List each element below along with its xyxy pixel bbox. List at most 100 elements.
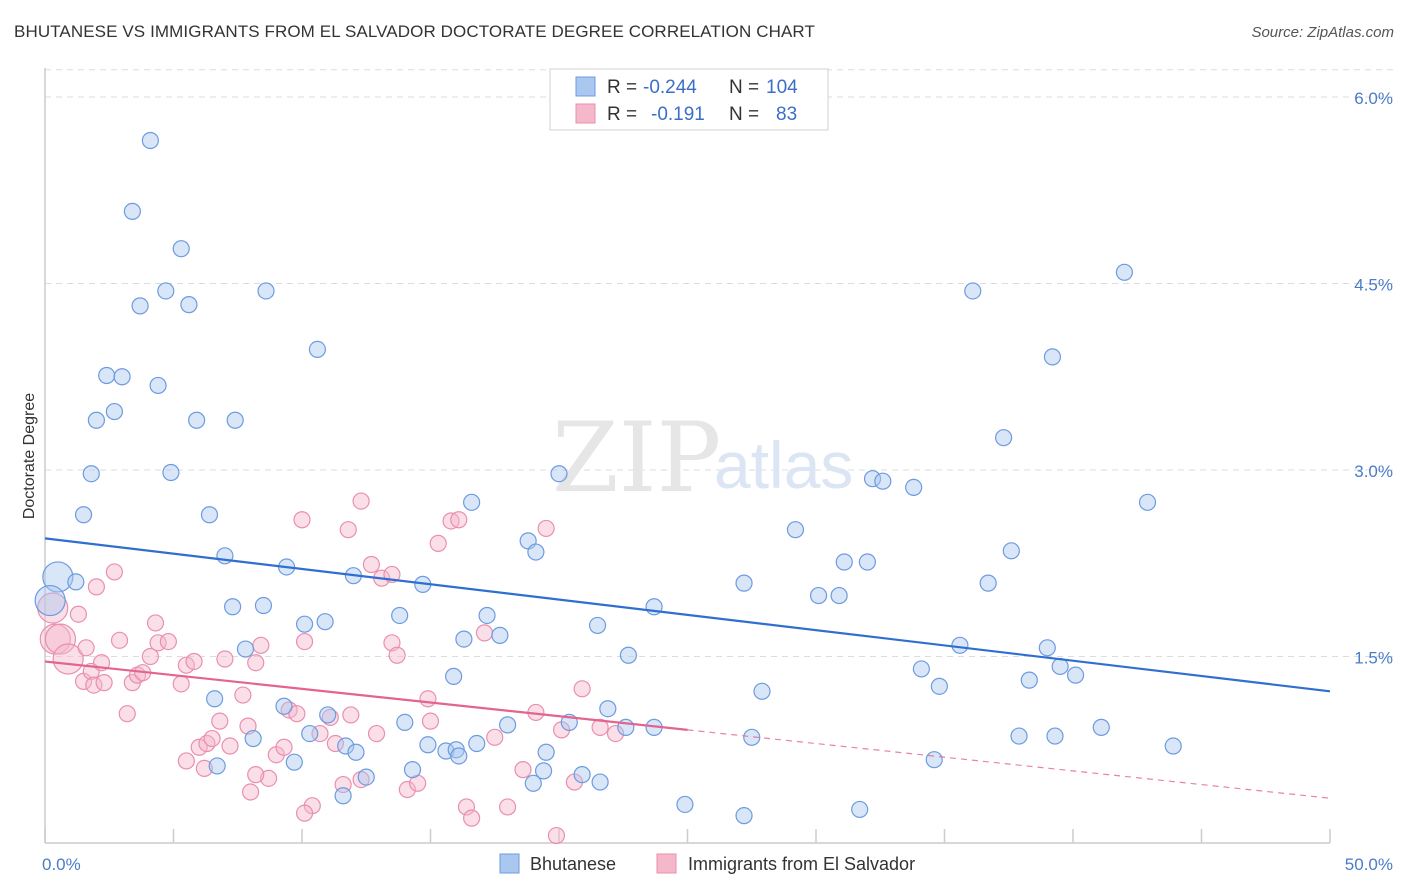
el-salvador-trend-line: [44, 660, 688, 731]
bhutanese-point-96: [1066, 666, 1085, 684]
bhutanese-point-17: [74, 506, 93, 524]
bhutanese-point-49: [236, 640, 255, 658]
el-salvador-point-75: [293, 511, 311, 529]
legend-r-value-2: -0.191: [651, 104, 705, 125]
el-salvador-point-38: [288, 705, 306, 723]
bhutanese-point-52: [301, 724, 319, 743]
bhutanese-point-94: [1038, 639, 1056, 657]
el-salvador-point-17: [141, 647, 159, 666]
el-salvador-point-33: [252, 636, 270, 654]
legend-n-label-2: N =: [729, 104, 759, 125]
el-salvador-point-21: [172, 675, 190, 693]
bhutanese-point-73: [357, 768, 375, 786]
el-salvador-trend-extension: [687, 729, 1331, 799]
bhutanese-point-0: [141, 131, 159, 150]
el-salvador-point-26: [203, 729, 221, 748]
legend-r-value-1: -0.244: [643, 77, 697, 98]
watermark-zip: ZIP: [552, 402, 721, 514]
bhutanese-point-7: [308, 340, 327, 358]
watermark-atlas: atlas: [714, 428, 853, 502]
bhutanese-point-88: [964, 282, 982, 300]
bhutanese-point-87: [951, 636, 969, 654]
bhutanese-point-54: [396, 713, 414, 731]
el-salvador-point-34: [259, 769, 278, 787]
bhutanese-point-63: [524, 774, 542, 792]
el-salvador-point-79: [547, 826, 566, 845]
bhutanese-point-84: [912, 660, 930, 678]
bhutanese-point-76: [244, 729, 262, 748]
bhutanese-point-35: [455, 630, 473, 648]
el-salvador-point-63: [537, 519, 555, 538]
bhutanese-point-99: [1138, 493, 1157, 511]
axes: [44, 68, 1331, 844]
legend-r-label-1: R =: [607, 77, 637, 98]
legend-r-label-2: R =: [607, 104, 637, 125]
bhutanese-point-75: [285, 753, 303, 771]
bhutanese-point-57: [419, 736, 437, 754]
x-tick-label-min: 0.0%: [42, 855, 81, 874]
el-salvador-point-80: [247, 766, 265, 784]
bhutanese-point-48: [905, 478, 923, 497]
bhutanese-point-1: [123, 202, 141, 220]
el-salvador-point-56: [450, 511, 468, 529]
bhutanese-point-42: [809, 586, 828, 605]
el-salvador-point-29: [221, 737, 239, 755]
bhutanese-point-16: [162, 463, 180, 482]
el-salvador-point-70: [177, 752, 195, 770]
bhutanese-point-18: [200, 506, 219, 524]
y-tick-labels: 1.5% 3.0% 4.5% 6.0%: [1354, 89, 1393, 668]
el-salvador-point-43: [326, 734, 345, 753]
el-salvador-point-6: [77, 639, 95, 657]
legend-swatch-pink: [575, 103, 596, 124]
bhutanese-point-13: [188, 411, 206, 429]
bhutanese-point-62: [499, 716, 517, 734]
el-salvador-point-73: [352, 492, 370, 510]
bhutanese-point-82: [735, 807, 753, 825]
el-salvador-point-54: [429, 534, 447, 552]
el-salvador-point-57: [457, 798, 476, 816]
series-bhutanese-points: [34, 131, 1182, 825]
el-salvador-point-8: [85, 676, 103, 694]
bhutanese-point-10: [149, 376, 167, 395]
watermark: ZIP atlas: [552, 402, 853, 514]
legend-top-box: [549, 68, 829, 131]
el-salvador-point-10: [95, 674, 113, 692]
y-tick-label-2: 4.5%: [1354, 276, 1393, 295]
bhutanese-point-67: [573, 766, 591, 784]
bhutanese-point-100: [1164, 737, 1182, 755]
bhutanese-point-81: [753, 682, 771, 700]
legend-n-value-2: 83: [776, 104, 797, 125]
el-salvador-point-72: [242, 783, 260, 801]
el-salvador-point-78: [463, 809, 481, 827]
bhutanese-point-2: [172, 240, 190, 258]
el-salvador-point-81: [295, 804, 314, 822]
bhutanese-point-32: [316, 613, 334, 631]
legend-n-value-1: 104: [766, 77, 798, 98]
bhutanese-point-36: [491, 626, 509, 644]
bhutanese-point-28: [550, 465, 568, 483]
el-salvador-point-53: [419, 690, 437, 708]
bhutanese-point-15: [82, 465, 100, 483]
bhutanese-point-61: [468, 734, 486, 753]
el-salvador-point-11: [105, 563, 123, 581]
el-salvador-point-69: [87, 578, 106, 596]
bhutanese-point-69: [599, 700, 617, 718]
legend-bottom-swatch-pink: [656, 853, 677, 874]
el-salvador-point-59: [486, 728, 504, 746]
bhutanese-point-56: [347, 743, 365, 761]
bhutanese-point-30: [254, 596, 273, 615]
el-salvador-point-77: [421, 712, 440, 730]
bhutanese-point-78: [445, 667, 463, 685]
el-salvador-point-39: [295, 632, 314, 651]
bhutanese-point-85: [930, 677, 948, 695]
bhutanese-point-34: [478, 606, 496, 625]
bhutanese-point-77: [208, 757, 226, 775]
bhutanese-point-29: [224, 598, 242, 616]
el-salvador-point-66: [573, 680, 591, 698]
bhutanese-point-8: [98, 366, 116, 385]
el-salvador-point-4: [69, 605, 88, 623]
bhutanese-point-83: [851, 800, 869, 819]
bhutanese-point-33: [391, 606, 409, 625]
bhutanese-point-6: [257, 282, 275, 300]
el-salvador-point-32: [247, 654, 265, 672]
